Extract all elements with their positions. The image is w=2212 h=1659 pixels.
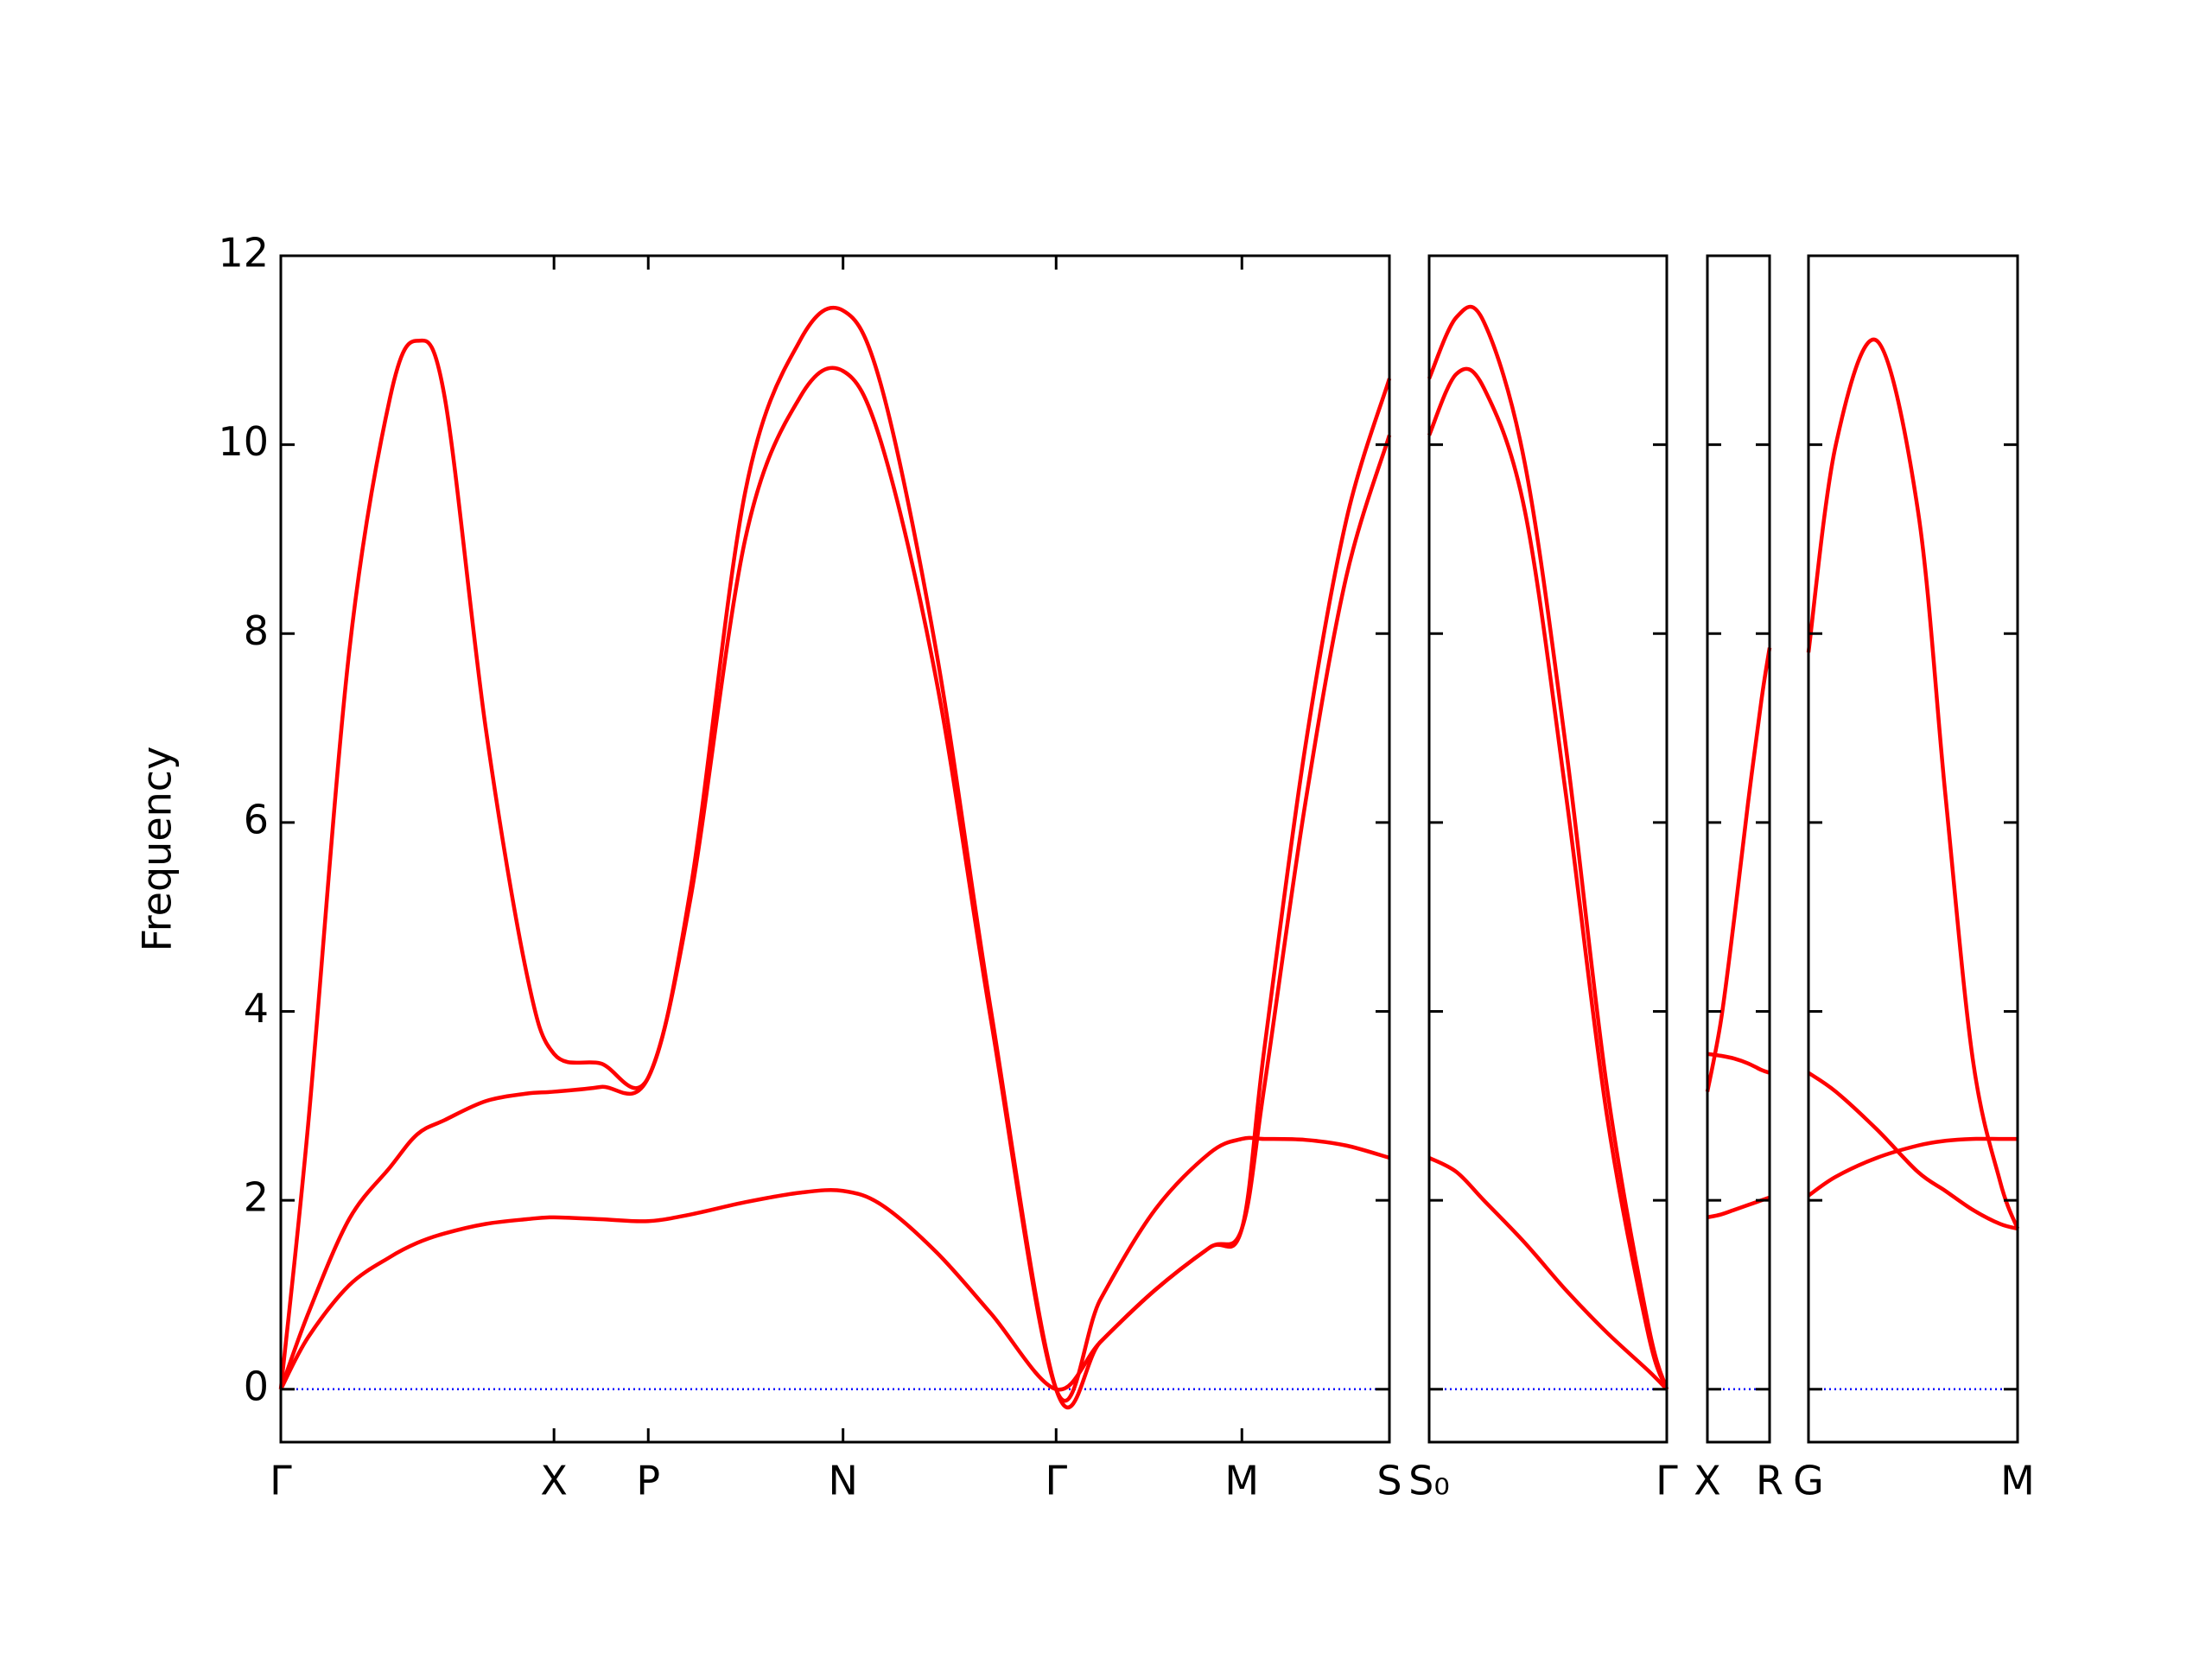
x-tick-label: Γ [1045,1458,1067,1504]
band-line [279,435,1392,1392]
y-tick-label: 6 [244,796,269,842]
axes-frame [279,254,1391,1444]
x-tick-label: Γ [1656,1458,1678,1504]
x-tick-label: R [1756,1458,1783,1504]
band-line [1806,337,2020,1230]
band-line [278,305,1392,1409]
axes-frame [1706,254,1771,1444]
band-line [278,365,1390,1403]
y-tick-label: 10 [218,418,269,465]
band-line [1427,366,1669,1390]
band-line [1807,1136,2018,1198]
y-tick-label: 2 [244,1174,269,1221]
y-tick-label: 0 [244,1363,269,1409]
x-tick-label: S [1376,1458,1402,1504]
x-tick-label: P [636,1458,660,1504]
x-tick-label: X [1694,1458,1721,1504]
band-line [1705,647,1772,1092]
x-tick-label: M [2000,1458,2035,1504]
y-tick-label: 8 [244,607,269,654]
x-tick-label: N [828,1458,857,1504]
axes-frame [1427,254,1669,1444]
axes-frame [1807,254,2019,1444]
band-line [1707,1052,1770,1075]
x-tick-label: S₀ [1408,1458,1450,1504]
x-tick-label: M [1224,1458,1259,1504]
x-tick-label: Γ [270,1458,292,1504]
x-tick-label: G [1793,1458,1824,1504]
band-line [1427,1155,1669,1391]
x-tick-label: X [540,1458,568,1504]
y-axis-label: Frequency [134,747,181,952]
y-tick-label: 4 [244,985,269,1032]
y-tick-label: 12 [218,230,269,276]
band-line [1427,304,1669,1390]
band-line [1807,1071,2018,1231]
